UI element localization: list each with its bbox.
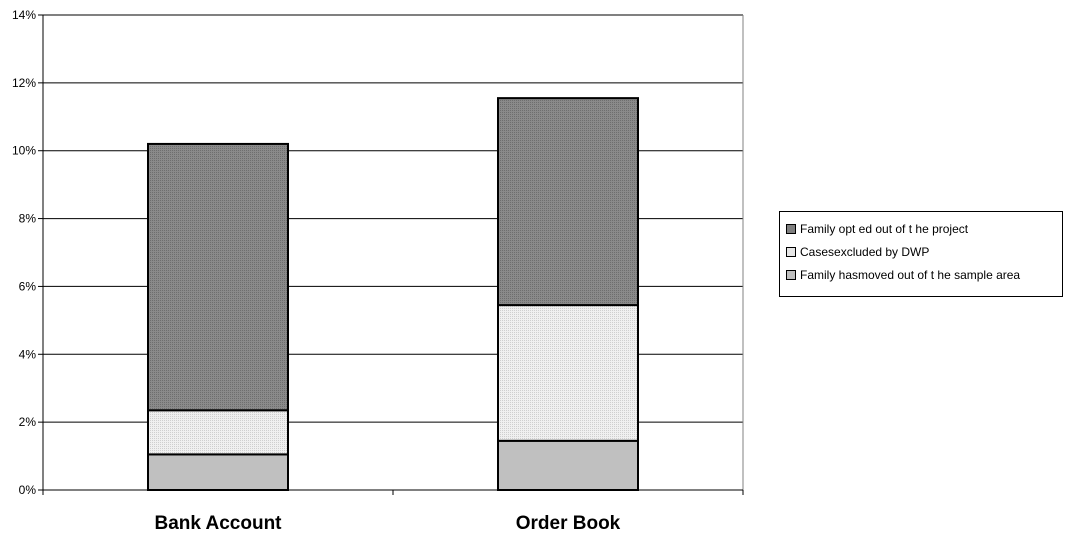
bar-segment [147, 409, 289, 456]
y-tick-label: 2% [19, 415, 37, 429]
x-category-label: Order Book [516, 513, 621, 533]
legend: Family opt ed out of t he project Casese… [779, 211, 1063, 297]
legend-label-opted-out: Family opt ed out of t he project [800, 221, 969, 236]
legend-label-moved-out: Family hasmoved out of t he sample area [800, 267, 1021, 282]
bar-segment [147, 453, 289, 491]
y-tick-label: 6% [19, 279, 37, 293]
y-tick-label: 10% [12, 144, 36, 158]
bars [147, 97, 639, 491]
legend-item-moved-out: Family hasmoved out of t he sample area [786, 263, 1062, 286]
bar-segment [497, 304, 639, 442]
bar-segment [497, 97, 639, 307]
legend-swatch-opted-out [786, 223, 796, 234]
legend-item-opted-out: Family opt ed out of t he project [786, 217, 1062, 240]
y-tick-label: 14% [12, 8, 36, 22]
y-tick-label: 0% [19, 483, 37, 497]
legend-label-excluded: Casesexcluded by DWP [800, 244, 930, 259]
legend-swatch-excluded [786, 246, 796, 257]
legend-item-excluded: Casesexcluded by DWP [786, 240, 1062, 263]
bar-segment [147, 142, 289, 412]
bar-segment [497, 439, 639, 491]
y-tick-label: 4% [19, 347, 37, 361]
y-tick-label: 12% [12, 76, 36, 90]
legend-swatch-moved-out [786, 269, 796, 280]
axes: 0% 2% 4% 6% 8% 10% 12% 14% Bank Account Order Boo… [12, 8, 744, 533]
x-category-label: Bank Account [154, 513, 282, 533]
y-tick-label: 8% [19, 212, 37, 226]
